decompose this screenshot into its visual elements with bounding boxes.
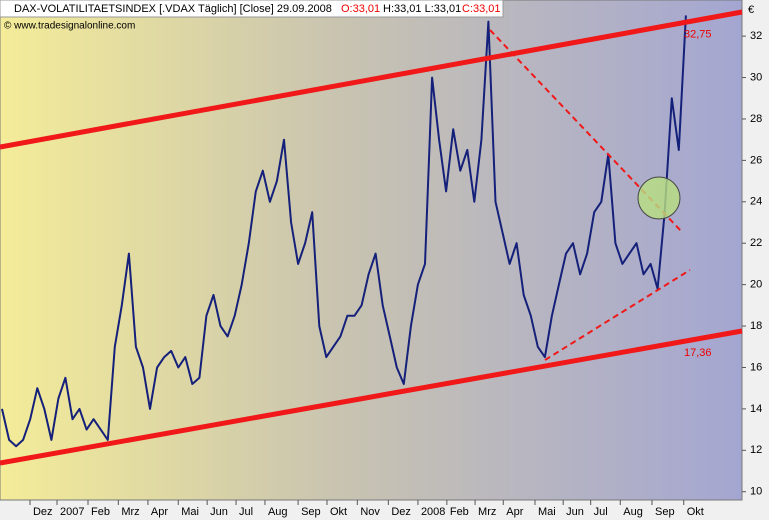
x-tick-label: Apr: [151, 506, 168, 518]
header-box: [0, 0, 504, 18]
y-unit: €: [748, 4, 754, 16]
x-tick-label: Nov: [360, 506, 380, 518]
y-tick-label: 14: [750, 403, 762, 415]
x-tick-label: Apr: [506, 506, 523, 518]
y-tick-label: 28: [750, 113, 762, 125]
header-close: C:33,01: [462, 3, 501, 15]
y-tick-label: 24: [750, 196, 762, 208]
x-tick-label: 2007: [60, 506, 84, 518]
header-open: O:33,01: [341, 3, 380, 15]
x-tick-label: Aug: [268, 506, 288, 518]
dashed-trendline: [544, 269, 691, 361]
annotation: 32,75: [684, 29, 712, 41]
x-tick-label: Sep: [301, 506, 321, 518]
y-tick-label: 12: [750, 444, 762, 456]
x-tick-label: Sep: [655, 506, 675, 518]
x-tick-label: Okt: [330, 506, 347, 518]
x-tick-label: Jul: [594, 506, 608, 518]
y-tick-label: 10: [750, 486, 762, 498]
y-tick-label: 22: [750, 237, 762, 249]
y-tick-label: 26: [750, 154, 762, 166]
x-tick-label: Dez: [391, 506, 411, 518]
x-tick-label: Dez: [33, 506, 53, 518]
lower-trendline: [0, 328, 743, 466]
highlight-circle: [637, 176, 681, 220]
annotation: 17,36: [684, 347, 712, 359]
y-tick-label: 30: [750, 71, 762, 83]
y-tick-label: 20: [750, 279, 762, 291]
x-tick-label: Jun: [566, 506, 584, 518]
x-tick-label: Jun: [210, 506, 228, 518]
x-tick-label: Mai: [181, 506, 199, 518]
y-tick-label: 18: [750, 320, 762, 332]
x-tick-label: Aug: [623, 506, 643, 518]
x-tick-label: Feb: [450, 506, 469, 518]
x-tick-label: 2008: [421, 506, 445, 518]
x-tick-label: Feb: [91, 506, 110, 518]
copyright: © www.tradesignalonline.com: [4, 21, 135, 32]
upper-trendline: [0, 9, 743, 150]
x-tick-label: Mrz: [478, 506, 496, 518]
x-tick-label: Mrz: [121, 506, 139, 518]
header-hl: H:33,01 L:33,01: [383, 3, 461, 15]
x-tick-label: Okt: [687, 506, 704, 518]
header-title: DAX-VOLATILITAETSINDEX [.VDAX Täglich] […: [14, 3, 332, 15]
price-line: [1, 15, 687, 448]
x-tick-label: Jul: [239, 506, 253, 518]
y-tick-label: 16: [750, 361, 762, 373]
y-tick-label: 32: [750, 30, 762, 42]
x-tick-label: Mai: [538, 506, 556, 518]
